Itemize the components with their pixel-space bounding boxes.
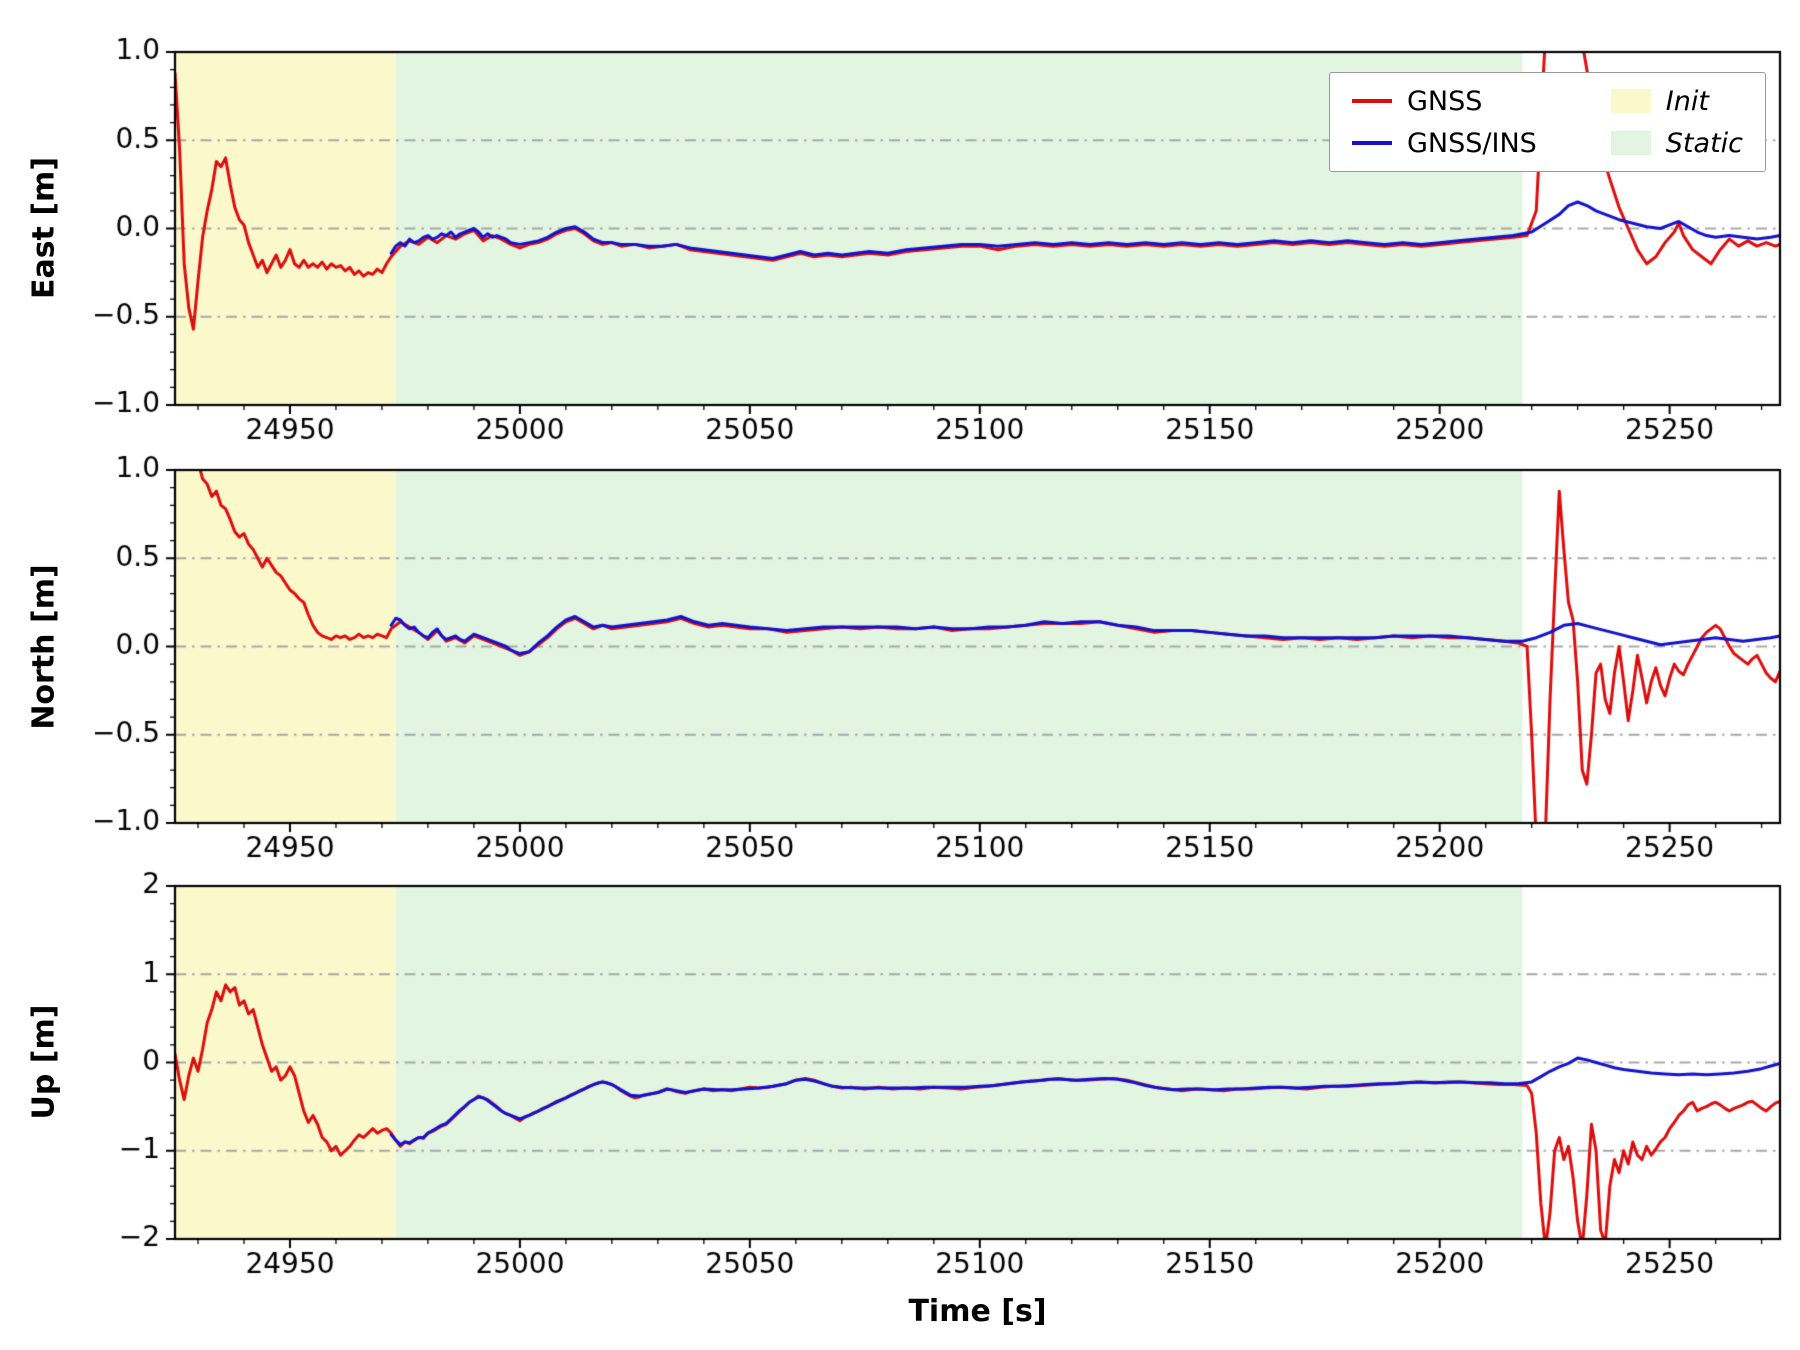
- legend-label-gnss-ins: GNSS/INS: [1407, 127, 1537, 159]
- gnss-ins-line-swatch: [1352, 141, 1392, 145]
- legend-item-static: Static: [1610, 127, 1743, 159]
- legend-item-gnss: GNSS: [1352, 85, 1537, 117]
- legend-item-init: Init: [1610, 85, 1743, 117]
- y-axis-label-east: East [m]: [26, 156, 62, 300]
- legend: GNSS Init GNSS/INS Static: [1329, 72, 1766, 172]
- init-patch-swatch: [1610, 89, 1651, 113]
- y-axis-label-north: North [m]: [26, 564, 62, 730]
- y-axis-label-up: Up [m]: [26, 1004, 62, 1120]
- static-patch-swatch: [1610, 131, 1651, 155]
- legend-label-gnss: GNSS: [1407, 85, 1483, 117]
- x-axis-label-time: Time [s]: [908, 1294, 1047, 1329]
- legend-item-gnss-ins: GNSS/INS: [1352, 127, 1537, 159]
- legend-label-init: Init: [1665, 85, 1709, 117]
- legend-label-static: Static: [1665, 127, 1743, 159]
- gnss-line-swatch: [1352, 99, 1392, 103]
